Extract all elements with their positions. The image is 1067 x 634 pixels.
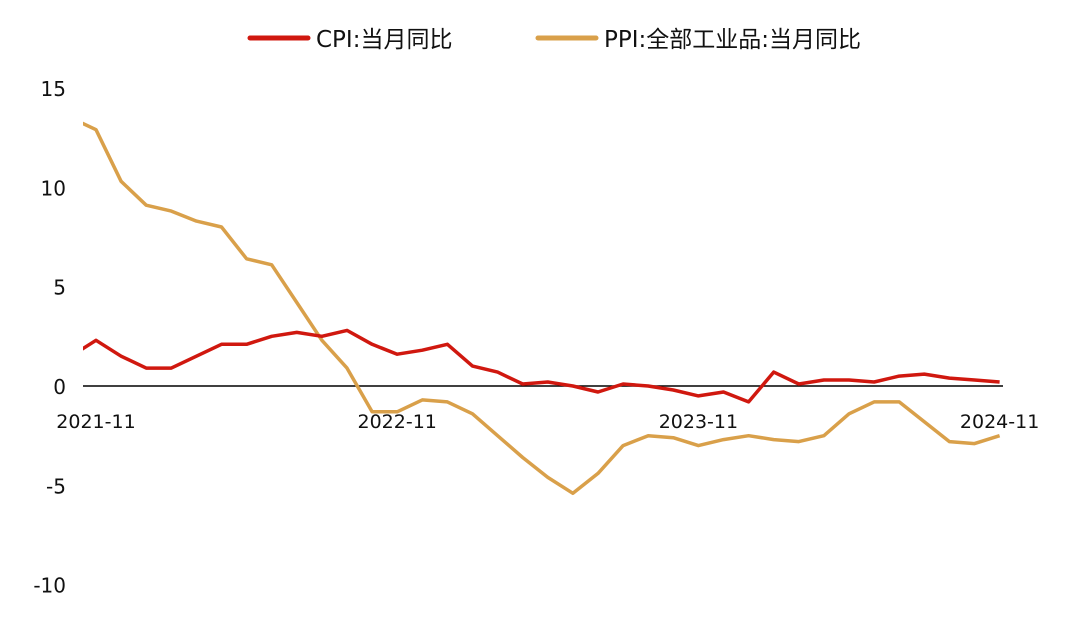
- y-tick-label: 0: [53, 375, 66, 399]
- y-tick-label: 5: [53, 276, 66, 300]
- x-tick-label: 2023-11: [659, 411, 738, 433]
- series-line: [83, 121, 1001, 496]
- x-tick-label: 2021-11: [56, 411, 135, 433]
- y-tick-label: 15: [41, 77, 66, 101]
- legend-label: CPI:当月同比: [316, 27, 452, 53]
- y-tick-label: 10: [41, 176, 66, 200]
- y-tick-label: -5: [46, 474, 66, 498]
- y-tick-label: -10: [33, 574, 66, 598]
- x-tick-label: 2024-11: [960, 411, 1039, 433]
- series-line: [83, 328, 1000, 404]
- x-tick-label: 2022-11: [358, 411, 437, 433]
- legend-label: PPI:全部工业品:当月同比: [604, 27, 861, 53]
